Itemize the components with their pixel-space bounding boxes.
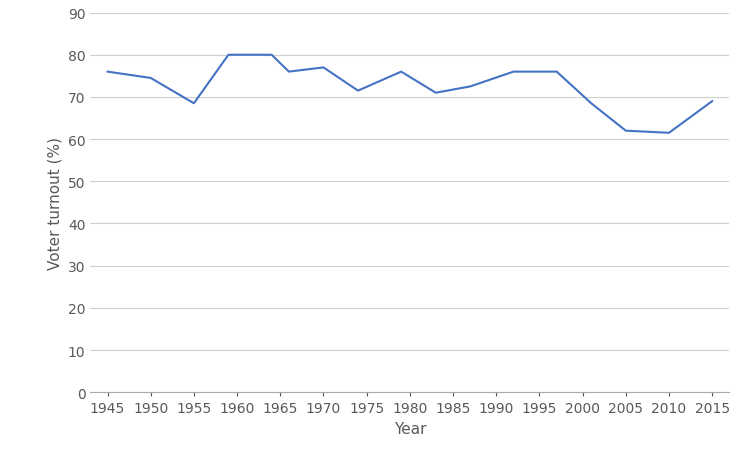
X-axis label: Year: Year: [393, 421, 426, 436]
Y-axis label: Voter turnout (%): Voter turnout (%): [47, 137, 62, 269]
